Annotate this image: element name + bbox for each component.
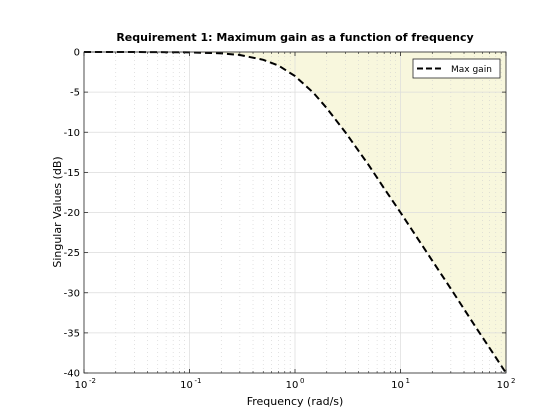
- x-tick-label: 10: [497, 380, 510, 391]
- y-tick-label: -5: [70, 88, 80, 99]
- x-tick-label-exponent: 2: [511, 377, 515, 385]
- chart-title: Requirement 1: Maximum gain as a functio…: [116, 31, 473, 44]
- legend-box: [412, 58, 501, 79]
- y-tick-label: -20: [64, 208, 80, 219]
- y-tick-labels: 0 -5 -10 -15 -20 -25 -30 -35 -40: [64, 48, 80, 380]
- x-tick-label-exponent: -2: [89, 377, 96, 385]
- x-tick-labels: 10 -2 10 -1 10 0 10 1 10 2: [75, 377, 516, 391]
- x-tick-label-exponent: -1: [195, 377, 202, 385]
- x-axis-label: Frequency (rad/s): [247, 395, 344, 408]
- y-tick-label: -40: [64, 369, 80, 380]
- y-tick-label: -30: [64, 288, 80, 299]
- plot-area: [83, 51, 507, 374]
- y-axis-label: Singular Values (dB): [51, 156, 64, 267]
- x-tick-label-exponent: 1: [406, 377, 410, 385]
- y-tick-label: 0: [74, 48, 80, 59]
- y-tick-label: -15: [64, 168, 80, 179]
- x-tick-label: 10: [391, 380, 404, 391]
- x-tick-label: 10: [180, 380, 193, 391]
- x-tick-label-exponent: 0: [300, 377, 304, 385]
- x-tick-label: 10: [286, 380, 299, 391]
- y-tick-label: -10: [64, 128, 80, 139]
- x-tick-label: 10: [75, 380, 88, 391]
- y-tick-label: -35: [64, 328, 80, 339]
- legend: Max gain: [412, 58, 501, 79]
- axis-ticks: [83, 51, 507, 374]
- y-tick-label: -25: [64, 248, 80, 259]
- legend-label: Max gain: [451, 65, 492, 75]
